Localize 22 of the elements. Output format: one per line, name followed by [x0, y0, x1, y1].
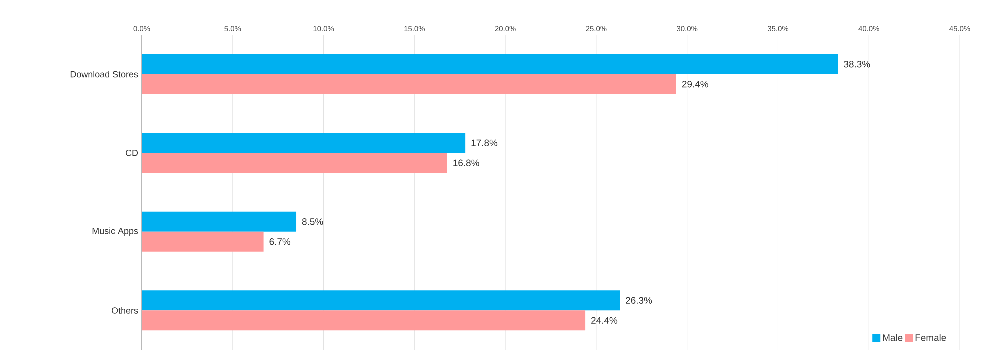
- data-label: 38.3%: [844, 61, 870, 68]
- bar: [142, 310, 586, 331]
- y-tick-label: CD: [126, 150, 138, 156]
- y-tick-label: Music Apps: [92, 228, 138, 236]
- bar: [142, 153, 448, 174]
- legend-label: Male: [883, 334, 903, 342]
- bar: [142, 232, 264, 252]
- bar: [142, 290, 620, 311]
- data-label: 17.8%: [472, 140, 498, 146]
- bar: [142, 54, 838, 74]
- bar: [142, 212, 297, 232]
- bar: [142, 74, 676, 94]
- bar: [142, 133, 466, 154]
- data-label: 29.4%: [682, 81, 708, 88]
- data-label: 24.4%: [592, 317, 618, 324]
- data-label: 26.3%: [626, 297, 652, 304]
- y-tick-label: Download Stores: [70, 71, 138, 78]
- data-label: 8.5%: [302, 218, 324, 226]
- y-tick-label: Others: [112, 307, 138, 314]
- data-label: 16.8%: [454, 160, 480, 166]
- legend-label: Female: [916, 334, 946, 342]
- data-label: 6.7%: [270, 238, 291, 246]
